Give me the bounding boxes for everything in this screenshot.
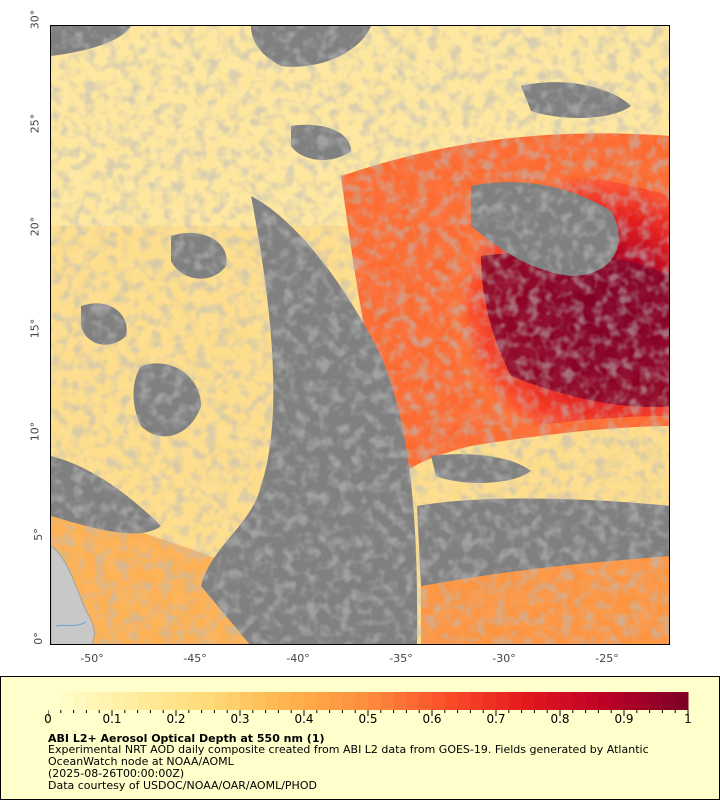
lon-tick-label: -40°	[286, 652, 310, 665]
colorbar-swatch	[598, 692, 612, 710]
colorbar-swatch	[252, 692, 267, 710]
colorbar-swatch	[521, 692, 535, 710]
lon-tick-label: -50°	[80, 652, 104, 665]
colorbar-swatch	[611, 692, 625, 710]
lat-tick-label: 0°	[31, 632, 45, 645]
colorbar-label: 0.9	[614, 712, 634, 726]
colorbar-swatch	[624, 692, 638, 710]
legend-credit: Data courtesy of USDOC/NOAA/OAR/AOML/PHO…	[48, 779, 317, 792]
colorbar-swatch	[73, 692, 87, 710]
colorbar-swatch	[150, 692, 164, 710]
colorbar	[48, 692, 689, 716]
colorbar-swatch	[60, 692, 75, 710]
colorbar-swatch	[291, 692, 305, 710]
colorbar-label: 1	[684, 712, 692, 726]
colorbar-swatch	[240, 692, 254, 710]
colorbar-swatch	[636, 692, 651, 710]
colorbar-swatch	[496, 692, 510, 710]
colorbar-swatch	[534, 692, 548, 710]
colorbar-swatch	[137, 692, 151, 710]
lat-tick-label: 20°	[27, 216, 41, 237]
colorbar-swatch	[470, 692, 484, 710]
colorbar-swatch	[227, 692, 241, 710]
land-mask	[51, 545, 95, 644]
colorbar-swatch	[560, 692, 574, 710]
colorbar-swatch	[380, 692, 395, 710]
colorbar-swatch	[112, 692, 126, 710]
colorbar-swatch	[483, 692, 497, 710]
colorbar-swatch	[265, 692, 279, 710]
colorbar-swatch	[444, 692, 459, 710]
legend-description-cont: OceanWatch node at NOAA/AOML	[48, 755, 234, 768]
lat-tick-label: 25°	[27, 113, 41, 134]
colorbar-label: 0.6	[422, 712, 442, 726]
colorbar-swatch	[432, 692, 446, 710]
colorbar-label: 0.4	[294, 712, 314, 726]
lon-tick-label: -35°	[389, 652, 413, 665]
lon-tick-label: -30°	[492, 652, 516, 665]
colorbar-swatch	[572, 692, 587, 710]
colorbar-swatch	[201, 692, 215, 710]
colorbar-swatch	[304, 692, 318, 710]
colorbar-swatch	[547, 692, 561, 710]
colorbar-swatch	[176, 692, 190, 710]
colorbar-swatch	[99, 692, 113, 710]
lon-tick-label: -25°	[595, 652, 619, 665]
colorbar-label: 0.5	[358, 712, 378, 726]
colorbar-label: 0.3	[230, 712, 250, 726]
colorbar-swatch	[48, 692, 62, 710]
colorbar-swatch	[214, 692, 228, 710]
colorbar-swatch	[278, 692, 292, 710]
colorbar-swatch	[662, 692, 676, 710]
colorbar-swatch	[406, 692, 420, 710]
colorbar-swatch	[355, 692, 369, 710]
colorbar-label: 0	[44, 712, 52, 726]
colorbar-swatch	[419, 692, 433, 710]
aod-map[interactable]	[50, 25, 670, 645]
colorbar-label: 0.1	[102, 712, 122, 726]
lat-tick-label: 15°	[27, 318, 41, 339]
colorbar-label: 0.8	[550, 712, 570, 726]
river-line	[55, 621, 87, 627]
legend-description: Experimental NRT AOD daily composite cre…	[48, 743, 649, 756]
missing-data-speckle	[51, 26, 669, 644]
lat-tick-label: 10°	[27, 421, 41, 442]
legend-date: (2025-08-26T00:00:00Z)	[48, 767, 185, 780]
colorbar-label: 0.7	[486, 712, 506, 726]
colorbar-swatch	[163, 692, 177, 710]
colorbar-swatch	[124, 692, 139, 710]
colorbar-swatch	[342, 692, 356, 710]
colorbar-swatch	[188, 692, 203, 710]
colorbar-swatch	[86, 692, 100, 710]
aod-map-canvas	[51, 26, 669, 644]
colorbar-swatch	[457, 692, 471, 710]
colorbar-label: 0.2	[166, 712, 186, 726]
colorbar-swatch	[368, 692, 382, 710]
colorbar-swatch	[508, 692, 523, 710]
colorbar-swatch	[329, 692, 343, 710]
colorbar-swatch	[649, 692, 663, 710]
colorbar-swatch	[316, 692, 331, 710]
lon-tick-label: -45°	[183, 652, 207, 665]
legend-title: ABI L2+ Aerosol Optical Depth at 550 nm …	[48, 732, 325, 745]
colorbar-swatch	[393, 692, 407, 710]
lat-tick-label: 5°	[31, 528, 45, 541]
colorbar-swatch	[675, 692, 689, 710]
colorbar-swatch	[585, 692, 599, 710]
legend-panel: 0 0.1 0.2 0.3 0.4 0.5 0.6 0.7 0.8 0.9 1 …	[0, 676, 720, 800]
lat-tick-label: 30°	[27, 9, 41, 30]
